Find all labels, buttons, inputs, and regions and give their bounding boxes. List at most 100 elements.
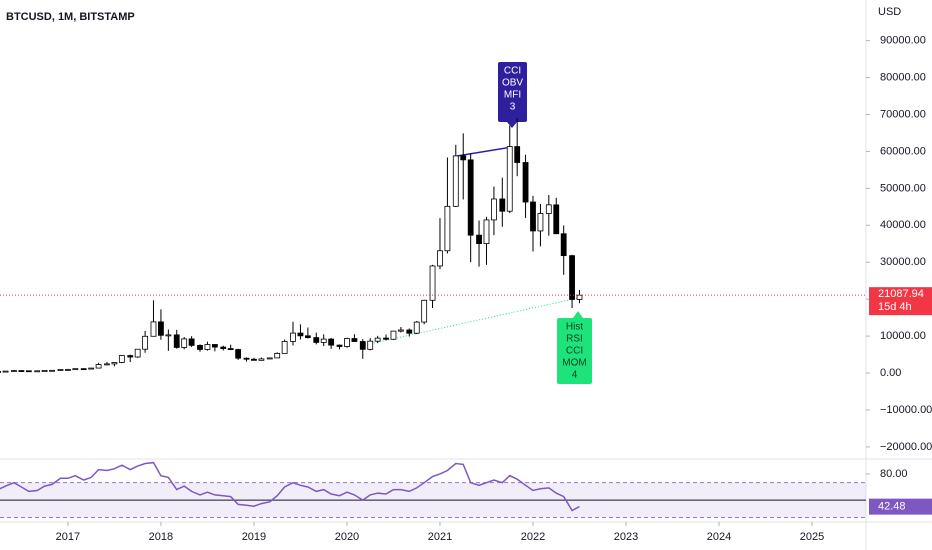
candle-body <box>499 198 506 212</box>
annotation-text: 3 <box>510 102 516 113</box>
x-tick-label: 2024 <box>707 531 731 543</box>
rsi-label: 42.48 <box>878 501 906 513</box>
currency: USD <box>878 6 901 18</box>
candle-body <box>374 337 381 342</box>
y-tick-label: −10000.00 <box>880 404 932 416</box>
annotation-text: 4 <box>572 370 578 381</box>
candle-body <box>429 265 436 301</box>
divergence-line <box>364 297 579 346</box>
candle-body <box>104 363 110 366</box>
candle-body <box>127 355 134 358</box>
candle-body <box>336 344 343 347</box>
y-tick-label: 50000.00 <box>880 182 926 194</box>
candle-body <box>95 364 102 369</box>
y-tick-label: 90000.00 <box>880 35 926 47</box>
candle-body <box>57 369 64 371</box>
y-tick-label: −20000.00 <box>880 441 932 453</box>
price-label-box <box>869 287 932 316</box>
candle-body <box>220 346 227 349</box>
candle-body <box>560 233 567 257</box>
candle-body <box>483 219 490 245</box>
candle-body <box>258 358 265 361</box>
candle-body <box>274 352 281 359</box>
candle-body <box>522 162 529 203</box>
candle-body <box>80 368 87 371</box>
candle-body <box>576 294 583 300</box>
candle-body <box>398 329 404 332</box>
candle-body <box>569 255 575 300</box>
candle-body <box>142 335 149 350</box>
candle-body <box>444 205 451 252</box>
annotation-box <box>498 62 527 122</box>
candle-body <box>18 370 25 372</box>
candle-body <box>383 337 389 340</box>
candle-body <box>514 146 521 163</box>
chart-title: BTCUSD, 1M, BITSTAMP <box>6 11 135 23</box>
candle-body <box>320 338 327 343</box>
candle-body <box>243 357 250 360</box>
candle-body <box>150 321 157 337</box>
x-tick-label: 2025 <box>800 531 824 543</box>
price-label: 21087.94 <box>878 288 924 300</box>
rsi-label-box <box>869 498 932 515</box>
candle-body <box>537 213 544 232</box>
candle-body <box>297 332 304 337</box>
candle-body <box>134 348 141 358</box>
x-tick-label: 2019 <box>242 531 266 543</box>
candle-body <box>344 338 350 347</box>
candle-body <box>2 370 9 373</box>
candle-body <box>88 367 95 370</box>
candle-body <box>304 335 311 338</box>
y-tick-label: 80000.00 <box>880 71 926 83</box>
candle-body <box>437 250 443 267</box>
candle-body <box>118 355 125 363</box>
candle-body <box>188 338 195 346</box>
rsi-tick-label: 80.00 <box>880 468 908 480</box>
rsi-line <box>0 461 580 512</box>
annotation-text: RSI <box>566 334 583 345</box>
candle-body <box>506 146 513 212</box>
candle-body <box>545 204 552 214</box>
x-tick-label: 2020 <box>335 531 359 543</box>
countdown: 15d 4h <box>878 301 912 313</box>
y-tick-label: 40000.00 <box>880 219 926 231</box>
candle-body <box>367 340 374 350</box>
annotation-text: MOM <box>562 358 586 369</box>
candle-body <box>491 198 497 221</box>
y-tick-label: 70000.00 <box>880 108 926 120</box>
candle-body <box>211 344 218 348</box>
annotation-pointer <box>573 311 583 318</box>
candle-body <box>0 370 2 373</box>
candle-body <box>530 201 536 232</box>
candle-body <box>173 334 180 348</box>
candle-body <box>41 370 48 372</box>
candle-body <box>359 341 366 350</box>
candle-body <box>281 341 288 354</box>
x-tick-label: 2022 <box>521 531 545 543</box>
candle-body <box>25 370 32 373</box>
candle-body <box>197 344 203 350</box>
candle-body <box>328 338 335 346</box>
candle-body <box>421 299 428 323</box>
candle-body <box>158 321 164 336</box>
candle-body <box>553 204 560 235</box>
candle-body <box>65 369 71 371</box>
candle-body <box>460 155 467 161</box>
candle-body <box>181 338 188 348</box>
x-tick-label: 2017 <box>56 531 80 543</box>
annotation-box <box>557 318 592 384</box>
candle-body <box>72 368 79 371</box>
candle-body <box>390 330 397 340</box>
annotation-text: MFI <box>504 90 521 101</box>
y-tick-label: 10000.00 <box>880 330 926 342</box>
x-tick-label: 2018 <box>149 531 173 543</box>
y-tick-label: 30000.00 <box>880 256 926 268</box>
annotation-text: CCI <box>504 66 521 77</box>
annotation-text: CCI <box>566 346 583 357</box>
annotation-text: Hist <box>566 322 583 333</box>
candle-body <box>204 344 211 350</box>
